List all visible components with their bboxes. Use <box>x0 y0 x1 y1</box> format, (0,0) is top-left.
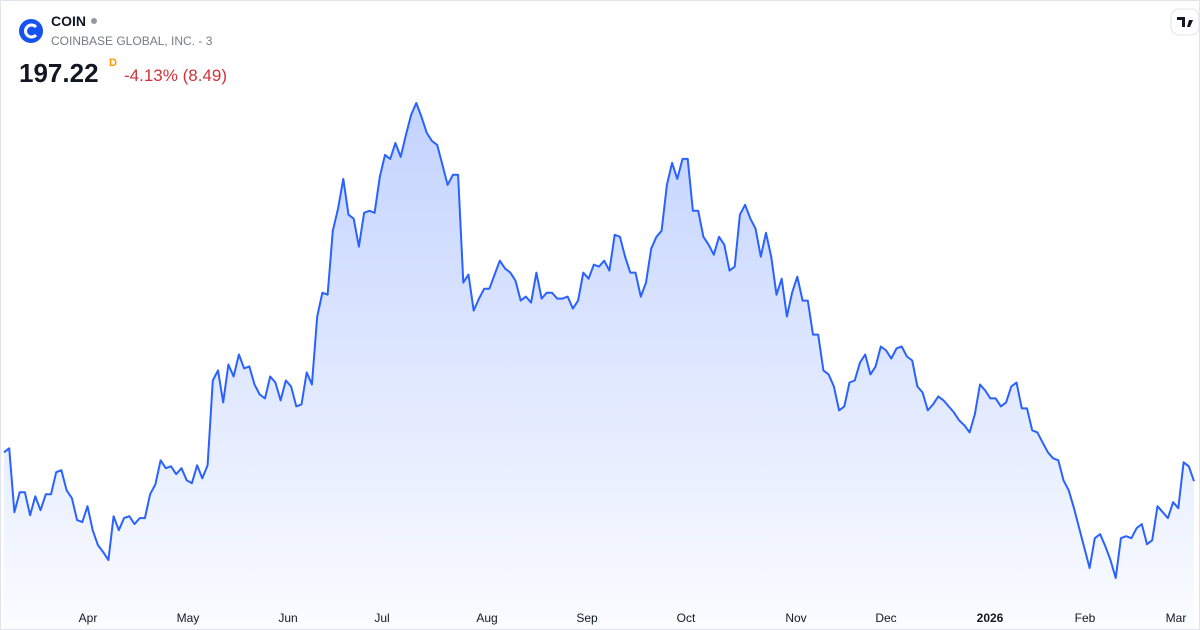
x-tick-label: Mar <box>1166 611 1187 625</box>
x-tick-label: Sep <box>576 611 598 625</box>
x-tick-label: Oct <box>677 611 696 625</box>
logo <box>19 19 43 43</box>
status-dot <box>91 18 97 24</box>
logo-mark <box>24 23 38 39</box>
change: -4.13% (8.49) <box>124 66 227 85</box>
x-tick-label: Apr <box>79 611 98 625</box>
x-tick-label: Dec <box>875 611 896 625</box>
tv-logo-mark <box>1177 17 1193 27</box>
interval: D <box>109 57 117 69</box>
x-tick-label: Jul <box>374 611 389 625</box>
x-tick-label: Nov <box>785 611 806 625</box>
area <box>4 103 1194 629</box>
x-tick-label: Feb <box>1075 611 1096 625</box>
x-tick-label: 2026 <box>977 611 1004 625</box>
symbol: COIN <box>51 13 86 29</box>
company: COINBASE GLOBAL, INC. - 3 <box>51 34 213 48</box>
x-tick-label: Aug <box>476 611 497 625</box>
price: 197.22 <box>19 58 99 88</box>
x-tick-label: Jun <box>278 611 297 625</box>
x-tick-label: May <box>177 611 200 625</box>
price-line <box>3 102 1195 579</box>
